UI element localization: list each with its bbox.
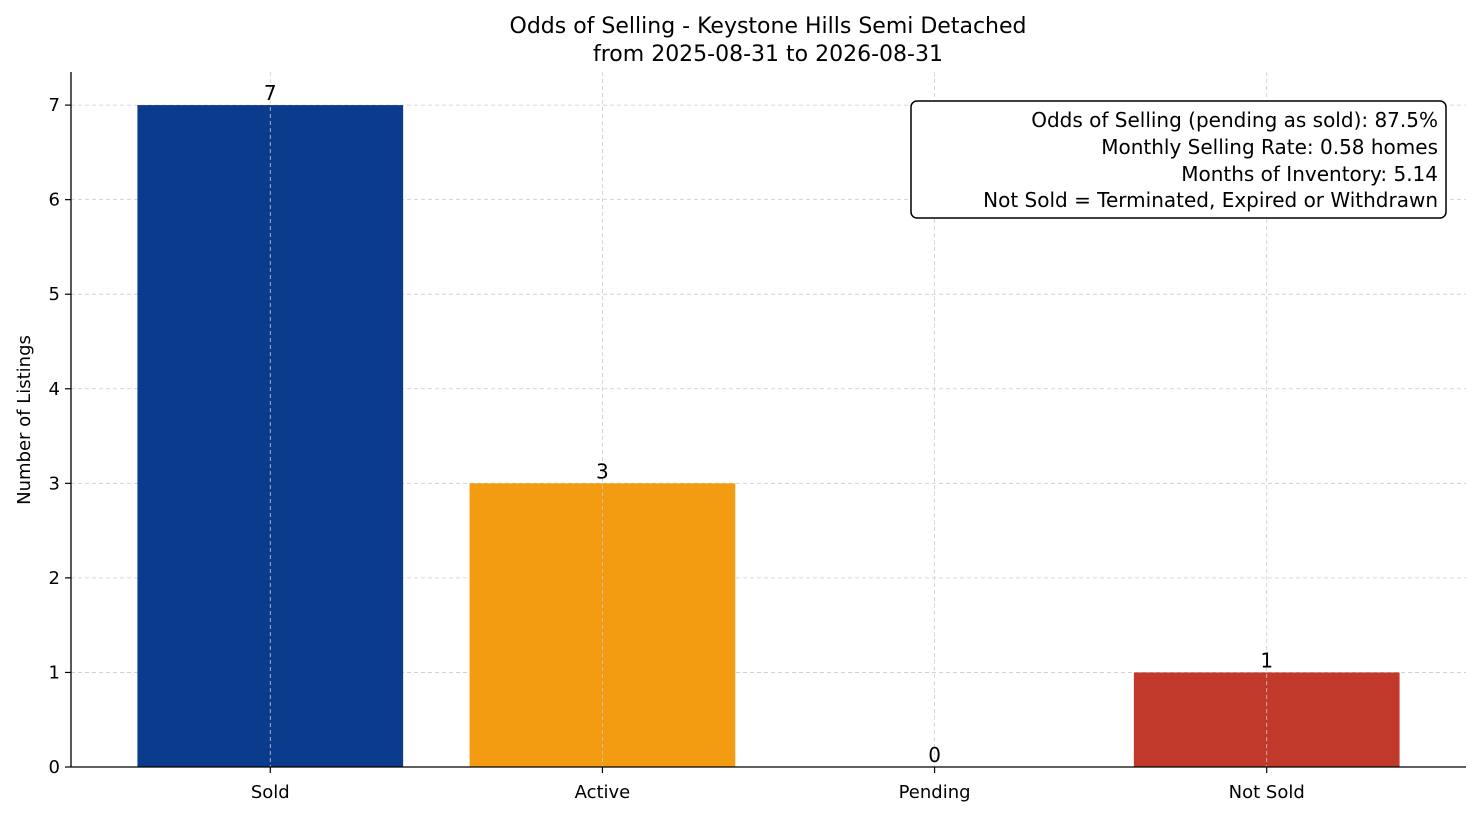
chart-title: Odds of Selling - Keystone Hills Semi De… [510, 14, 1027, 39]
info-box-frame [910, 100, 1447, 219]
y-axis-label: Number of Listings [14, 335, 35, 505]
axes [70, 72, 1466, 768]
bar-value-label-sold: 7 [264, 81, 277, 105]
y-tick-label-2: 2 [49, 568, 60, 589]
info-box: Odds of Selling (pending as sold): 87.5%… [910, 100, 1447, 219]
y-tick-label-3: 3 [49, 473, 60, 494]
x-tick-label-not-sold: Not Sold [1229, 782, 1305, 803]
y-tick-label-7: 7 [49, 95, 60, 116]
x-ticks: Sold Active Pending Not Sold [251, 767, 1305, 803]
y-ticks: 0 1 2 3 4 5 6 7 [49, 95, 71, 778]
bar-value-label-pending: 0 [928, 743, 941, 767]
info-line-inventory: Months of Inventory: 5.14 [1181, 162, 1438, 186]
x-tick-label-active: Active [575, 782, 631, 803]
info-line-odds: Odds of Selling (pending as sold): 87.5% [1031, 108, 1438, 132]
chart-subtitle: from 2025-08-31 to 2026-08-31 [593, 42, 943, 67]
y-tick-label-1: 1 [49, 662, 60, 683]
x-tick-label-sold: Sold [251, 782, 290, 803]
y-tick-label-4: 4 [49, 379, 60, 400]
y-tick-label-5: 5 [49, 284, 60, 305]
bar-value-label-not-sold: 1 [1260, 648, 1273, 672]
x-tick-label-pending: Pending [899, 782, 971, 803]
bar-labels: 7 3 0 1 [264, 81, 1273, 767]
bar-value-label-active: 3 [596, 459, 609, 483]
bars [137, 72, 1400, 768]
y-tick-label-0: 0 [49, 757, 60, 778]
info-line-rate: Monthly Selling Rate: 0.58 homes [1101, 135, 1438, 159]
y-tick-label-6: 6 [49, 190, 60, 211]
info-line-note: Not Sold = Terminated, Expired or Withdr… [983, 188, 1438, 212]
